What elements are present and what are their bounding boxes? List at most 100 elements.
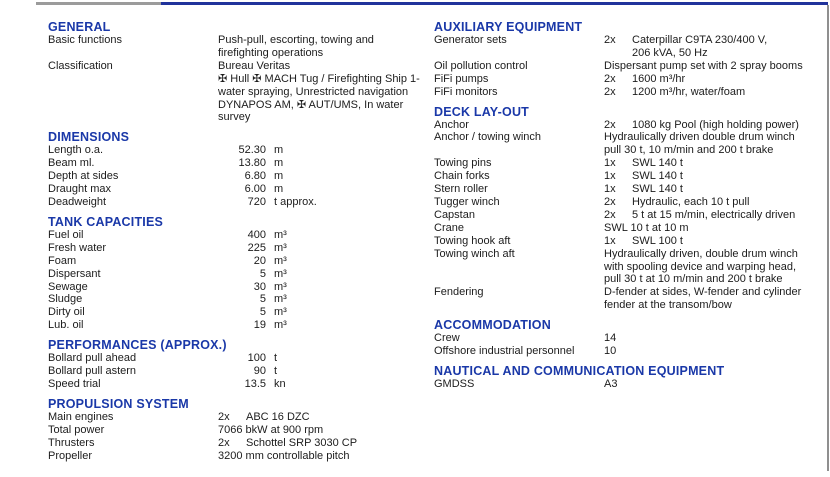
value-qty: 2x	[604, 195, 616, 208]
spec-row: Stern roller 1x SWL 140 t	[434, 183, 818, 196]
value-number: 52.30	[238, 144, 266, 157]
value-line: 10	[604, 345, 617, 358]
row-value: SWL 10 t at 10 m	[604, 222, 818, 235]
value-number: 5	[259, 293, 266, 306]
value-unit: m	[274, 183, 284, 196]
spec-row: Beam ml. 13.80 m	[48, 157, 432, 170]
spec-row: Bollard pull astern 90 t	[48, 365, 432, 378]
row-label: Sewage	[48, 280, 88, 293]
section-performances: PERFORMANCES (APPROX.) Bollard pull ahead…	[48, 338, 432, 391]
value-lines: 14	[604, 332, 818, 345]
value-number: 6.80	[244, 170, 266, 183]
value-lines: Hydraulically driven double drum winch pu…	[604, 131, 818, 157]
row-label: Dispersant	[48, 267, 101, 280]
row-value: 2x ABC 16 DZC	[218, 411, 432, 424]
row-label: Speed trial	[48, 377, 101, 390]
row-value: 6.00 m	[218, 183, 432, 196]
spec-row: Crew 14	[434, 332, 818, 345]
section-title-dimensions: DIMENSIONS	[48, 130, 130, 145]
spec-row: Thrusters 2x Schottel SRP 3030 CP	[48, 437, 432, 450]
row-label: Oil pollution control	[434, 59, 528, 72]
spec-row: Tugger winch 2x Hydraulic, each 10 t pull	[434, 196, 818, 209]
value-qty: 2x	[604, 34, 616, 46]
value-unit: m³	[274, 228, 287, 241]
row-label: Crew	[434, 332, 460, 345]
value-qty: 2x	[604, 208, 616, 221]
row-label: Stern roller	[434, 183, 488, 196]
spec-row: Fresh water 225 m³	[48, 242, 432, 255]
value-qty: 2x	[604, 118, 616, 131]
page-edge-line	[827, 5, 829, 471]
row-label: Classification	[48, 59, 113, 72]
value-unit: t	[274, 365, 278, 378]
row-label: FiFi monitors	[434, 85, 498, 98]
row-label: Main engines	[48, 410, 114, 423]
row-value: 52.30 m	[218, 144, 432, 157]
value-lines: SWL 140 t	[632, 183, 818, 196]
value-unit: m³	[274, 267, 287, 280]
row-value: 3200 mm controllable pitch	[218, 450, 432, 463]
value-unit: m³	[274, 254, 287, 267]
row-value: 2x Schottel SRP 3030 CP	[218, 437, 432, 450]
spec-row: Depth at sides 6.80 m	[48, 170, 432, 183]
row-label: Beam ml.	[48, 157, 95, 170]
value-unit: kn	[274, 377, 286, 390]
row-label: Sludge	[48, 293, 83, 306]
row-label: Bollard pull astern	[48, 365, 137, 378]
section-dimensions: DIMENSIONS Length o.a. 52.30 m Beam ml. 13.80…	[48, 130, 432, 209]
spec-row: Classification Bureau Veritas ✠ Hull ✠ MAC…	[48, 60, 432, 125]
value-line: with spooling device and warping head,	[604, 260, 797, 273]
value-line: 1200 m³/hr, water/foam	[632, 85, 746, 98]
value-line: Dispersant pump set with 2 spray booms	[604, 59, 803, 72]
row-label: Fendering	[434, 286, 484, 299]
row-label: Draught max	[48, 183, 111, 196]
row-label: Dirty oil	[48, 306, 85, 319]
row-label: Length o.a.	[48, 144, 104, 157]
section-title-auxiliary-equipment: AUXILIARY EQUIPMENT	[434, 20, 583, 34]
value-lines: Push-pull, escorting, towing and firefigh…	[218, 34, 432, 60]
section-title-nautical-communication: NAUTICAL AND COMMUNICATION EQUIPMENT	[434, 363, 725, 378]
row-value: 2x 5 t at 15 m/min, electrically driven	[604, 209, 818, 222]
value-lines: SWL 10 t at 10 m	[604, 222, 818, 235]
value-line: survey	[218, 111, 251, 124]
value-unit: m	[274, 157, 284, 170]
value-number: 5	[259, 267, 266, 280]
value-lines: SWL 140 t	[632, 170, 818, 183]
row-label: Tugger winch	[434, 195, 500, 208]
spec-row: Oil pollution control Dispersant pump set…	[434, 60, 818, 73]
row-value: 19 m³	[218, 319, 432, 332]
value-line: A3	[604, 377, 618, 390]
spec-row: Foam 20 m³	[48, 255, 432, 268]
spec-row: Draught max 6.00 m	[48, 183, 432, 196]
value-qty: 2x	[604, 85, 616, 98]
value-number: 13.80	[238, 157, 266, 170]
spec-row: Crane SWL 10 t at 10 m	[434, 222, 818, 235]
value-number: 6.00	[244, 183, 266, 196]
value-lines: 1080 kg Pool (high holding power)	[632, 119, 818, 132]
spec-row: Bollard pull ahead 100 t	[48, 352, 432, 365]
spec-row: Sewage 30 m³	[48, 281, 432, 294]
value-lines: SWL 100 t	[632, 235, 818, 248]
spec-row: Dispersant 5 m³	[48, 268, 432, 281]
row-value: Hydraulically driven, double drum winch w…	[604, 248, 818, 287]
value-line: SWL 140 t	[632, 183, 683, 196]
value-lines: Dispersant pump set with 2 spray booms	[604, 60, 818, 73]
row-value: 2x 1200 m³/hr, water/foam	[604, 86, 818, 99]
value-line: pull 30 t, 10 m/min and 200 t brake	[604, 144, 774, 157]
row-label: Towing winch aft	[434, 247, 515, 260]
row-value: 1x SWL 140 t	[604, 170, 818, 183]
value-unit: m³	[274, 280, 287, 293]
row-label: Anchor	[434, 118, 469, 131]
value-line: fender at the transom/bow	[604, 299, 732, 312]
row-label: Chain forks	[434, 170, 490, 183]
value-lines: SWL 140 t	[632, 157, 818, 170]
value-unit: m	[274, 144, 284, 157]
value-unit: m³	[274, 319, 287, 332]
row-value: 100 t	[218, 352, 432, 365]
value-line: Hydraulic, each 10 t pull	[632, 195, 750, 208]
spec-row: Offshore industrial personnel 10	[434, 345, 818, 358]
section-title-accommodation: ACCOMMODATION	[434, 318, 551, 333]
spec-row: Sludge 5 m³	[48, 293, 432, 306]
row-label: Capstan	[434, 208, 475, 221]
value-line: Caterpillar C9TA 230/400 V,	[632, 34, 768, 46]
